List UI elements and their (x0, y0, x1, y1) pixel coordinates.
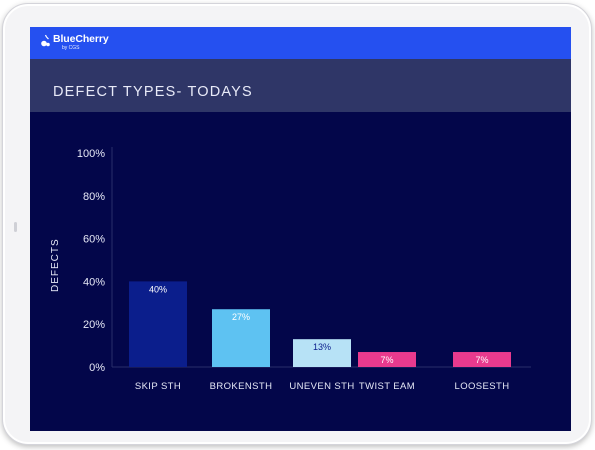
page-title: DEFECT TYPES- TODAYS (53, 84, 253, 100)
bar-value-label: 13% (313, 342, 331, 352)
y-tick-label: 20% (83, 319, 105, 331)
title-bar (30, 59, 571, 112)
tablet-side-button (14, 222, 17, 232)
x-tick-label: UNEVEN STH (289, 381, 354, 392)
bar-value-label: 7% (475, 355, 488, 365)
y-tick-label: 60% (83, 234, 105, 246)
tablet-frame: BlueCherry by CGS DEFECT TYPES- TODAYS 0… (2, 3, 592, 445)
bar (129, 281, 187, 367)
app-header: BlueCherry by CGS (30, 27, 571, 59)
y-tick-label: 0% (89, 362, 105, 374)
brand-tagline: by CGS (62, 44, 80, 51)
bar (453, 352, 511, 367)
y-axis-title: DEFECTS (50, 238, 61, 292)
x-tick-label: BROKENSTH (210, 381, 273, 392)
bar (358, 352, 416, 367)
bar (293, 339, 351, 367)
y-tick-label: 40% (83, 276, 105, 288)
x-tick-label: SKIP STH (135, 381, 181, 392)
bar-value-label: 7% (380, 355, 393, 365)
bar-value-label: 40% (149, 284, 167, 294)
bar (212, 309, 270, 367)
x-tick-label: TWIST EAM (359, 381, 415, 392)
x-tick-label: LOOSESTH (455, 381, 510, 392)
cherry-logo-icon (41, 34, 50, 47)
bar-value-label: 27% (232, 312, 250, 322)
defect-types-bar-chart: 0% 20% 40% 60% 80% 100% 40% SKIP STH 27% BROKENST… (77, 147, 531, 392)
y-tick-label: 80% (83, 191, 105, 203)
app-screen: BlueCherry by CGS DEFECT TYPES- TODAYS 0… (30, 27, 571, 431)
brand-name: BlueCherry (53, 33, 109, 45)
brand-logo[interactable]: BlueCherry by CGS (41, 34, 109, 51)
y-tick-label: 100% (77, 148, 105, 160)
